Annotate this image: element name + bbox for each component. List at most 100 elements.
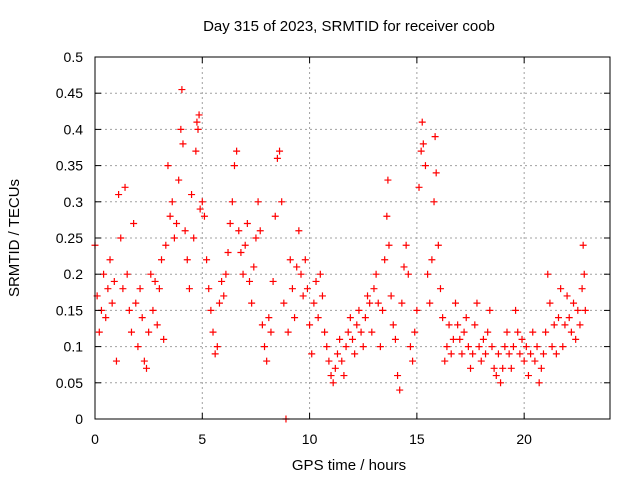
data-point (518, 335, 526, 343)
data-point (372, 270, 380, 278)
data-point (246, 277, 253, 285)
data-point (190, 234, 198, 242)
data-point (443, 343, 451, 351)
data-point (316, 270, 324, 278)
data-point (400, 263, 408, 271)
data-point (143, 364, 150, 372)
data-point (331, 364, 339, 372)
data-point (181, 227, 189, 235)
data-point (276, 147, 284, 155)
data-point (119, 285, 127, 293)
data-point (117, 234, 125, 242)
data-point (529, 328, 537, 336)
data-point (200, 212, 208, 220)
data-point (454, 321, 462, 329)
data-point (303, 285, 311, 293)
data-point (539, 350, 547, 358)
data-point (127, 328, 135, 336)
data-point (417, 147, 425, 155)
y-tick-label: 0.05 (56, 375, 83, 391)
data-point (355, 306, 363, 314)
data-point (110, 277, 118, 285)
axis-ticks: 0 0.05 0.1 0.15 0.2 0.25 0.3 0.35 0.4 0.45 0.5 0 5 10… (56, 49, 610, 447)
data-point (288, 285, 296, 293)
data-point (299, 292, 307, 300)
data-point (464, 343, 472, 351)
data-point (535, 379, 543, 387)
data-point (565, 314, 573, 322)
data-point (108, 299, 116, 307)
data-point (239, 270, 247, 278)
data-point (318, 292, 326, 300)
data-point (263, 357, 271, 365)
data-point (503, 328, 511, 336)
data-point (477, 357, 485, 365)
data-point (284, 328, 292, 336)
data-point (344, 328, 352, 336)
data-point (563, 292, 571, 300)
data-point (100, 270, 108, 278)
data-point (151, 277, 159, 285)
data-point (445, 321, 453, 329)
data-point (166, 212, 174, 220)
data-point (361, 314, 369, 322)
data-point (512, 306, 520, 314)
data-point (170, 234, 178, 242)
data-point (486, 306, 494, 314)
data-point (132, 299, 140, 307)
data-point (509, 343, 517, 351)
data-point (546, 299, 554, 307)
data-point (581, 306, 589, 314)
data-point (379, 306, 387, 314)
data-point (469, 350, 477, 358)
data-point (134, 343, 142, 351)
data-point (340, 372, 348, 380)
data-point (271, 212, 279, 220)
data-point (479, 335, 487, 343)
data-point (431, 133, 439, 141)
data-point (112, 357, 120, 365)
data-point (248, 299, 256, 307)
data-point (188, 191, 196, 199)
data-point (267, 328, 275, 336)
data-point (456, 335, 464, 343)
data-point (155, 285, 163, 293)
y-tick-label: 0.2 (64, 266, 84, 282)
data-point (432, 169, 440, 177)
data-point (164, 162, 172, 170)
data-point (291, 314, 299, 322)
data-point (424, 270, 432, 278)
data-point (327, 372, 335, 380)
data-markers (91, 86, 589, 423)
data-point (329, 379, 337, 387)
data-point (173, 220, 181, 228)
x-axis-label: GPS time / hours (292, 457, 406, 474)
data-point (370, 285, 378, 293)
data-point (452, 299, 459, 307)
data-point (215, 299, 223, 307)
data-point (241, 241, 249, 249)
data-point (179, 140, 187, 148)
data-point (542, 328, 550, 336)
data-point (398, 299, 406, 307)
data-point (580, 270, 588, 278)
data-point (198, 198, 206, 206)
data-point (475, 343, 483, 351)
data-point (374, 299, 382, 307)
data-point (447, 350, 455, 358)
data-point (256, 227, 264, 235)
data-point (295, 227, 303, 235)
data-point (520, 357, 528, 365)
x-tick-label: 0 (91, 431, 99, 447)
data-point (368, 328, 376, 336)
data-point (338, 357, 346, 365)
x-tick-label: 15 (409, 431, 425, 447)
data-point (550, 321, 558, 329)
data-point (484, 328, 492, 336)
data-point (192, 147, 200, 155)
data-point (178, 86, 186, 94)
data-point (488, 343, 496, 351)
data-point (396, 386, 404, 394)
data-point (381, 256, 389, 264)
